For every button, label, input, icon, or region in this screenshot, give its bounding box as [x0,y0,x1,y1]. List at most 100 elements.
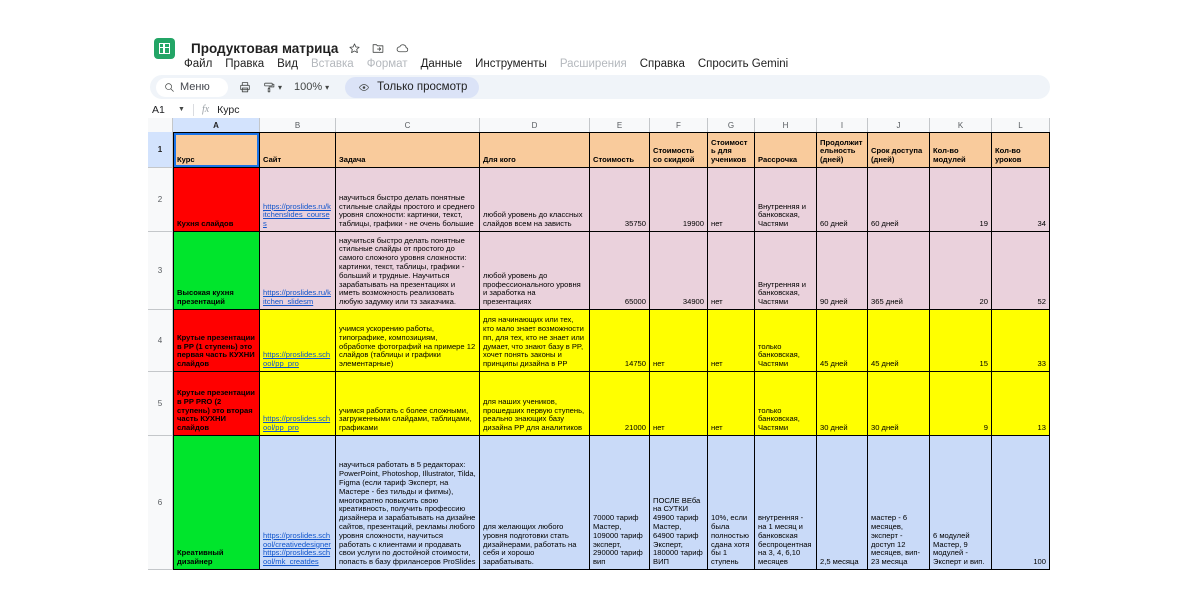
cell-b4[interactable]: https://proslides.school/pp_pro [260,310,336,372]
cell-l5[interactable]: 13 [992,372,1050,436]
cell-l3[interactable]: 52 [992,232,1050,310]
cell-a4[interactable]: Крутые презентации в PP (1 ступень) это … [173,310,260,372]
cell-c5[interactable]: учимся работать с более сложными, загруж… [336,372,480,436]
cell-c4[interactable]: учимся ускорению работы, типографике, ко… [336,310,480,372]
row-header-6[interactable]: 6 [148,436,173,570]
sheets-logo-icon[interactable] [154,37,175,59]
column-header-b[interactable]: B [260,118,336,132]
menu-data[interactable]: Данные [420,58,463,70]
cell-h4[interactable]: только банковская, Частями [755,310,817,372]
cell-g5[interactable]: нет [708,372,755,436]
cell-j4[interactable]: 45 дней [868,310,930,372]
move-folder-icon[interactable] [371,42,385,55]
star-icon[interactable] [348,42,361,55]
cell-g6[interactable]: 10%, если была полностью сдана хотя бы 1… [708,436,755,570]
cell-c1[interactable]: Задача [336,132,480,168]
cell-l1[interactable]: Кол-во уроков [992,132,1050,168]
cell-j6[interactable]: мастер - 6 месяцев, эксперт - доступ 12 … [868,436,930,570]
cell-j5[interactable]: 30 дней [868,372,930,436]
cell-link[interactable]: https://proslides.school/pp_pro [263,414,331,433]
cell-g1[interactable]: Стоимость для учеников [708,132,755,168]
cell-link[interactable]: https://proslides.ru/kitchen_slidesm [263,288,331,307]
cell-e6[interactable]: 70000 тариф Мастер, 109000 тариф эксперт… [590,436,650,570]
row-header-1[interactable]: 1 [148,132,173,168]
column-header-d[interactable]: D [480,118,590,132]
cell-link[interactable]: https://proslides.school/creativedesigne… [263,530,331,549]
column-header-e[interactable]: E [590,118,650,132]
cell-b6[interactable]: https://proslides.school/creativedesigne… [260,436,336,570]
menu-edit[interactable]: Правка [225,58,265,70]
formula-input[interactable]: Курс [217,103,240,116]
cell-d2[interactable]: любой уровень до классных слайдов всем н… [480,168,590,232]
select-all-corner[interactable] [148,118,173,132]
cell-i1[interactable]: Продолжительность (дней) [817,132,868,168]
menu-tools[interactable]: Инструменты [475,58,547,70]
cell-a3[interactable]: Высокая кухня презентаций [173,232,260,310]
chevron-down-icon[interactable]: ▼ [178,106,185,113]
cell-link[interactable]: https://proslides.school/mk_creatdes [263,548,331,567]
column-header-c[interactable]: C [336,118,480,132]
column-header-g[interactable]: G [708,118,755,132]
name-box[interactable]: A1 [152,103,165,116]
column-header-k[interactable]: K [930,118,992,132]
column-header-i[interactable]: I [817,118,868,132]
cell-l2[interactable]: 34 [992,168,1050,232]
cell-c3[interactable]: научиться быстро делать понятные стильны… [336,232,480,310]
cell-h1[interactable]: Рассрочка [755,132,817,168]
cell-d1[interactable]: Для кого [480,132,590,168]
cloud-saved-icon[interactable] [395,42,410,55]
cell-a1[interactable]: Курс [173,132,260,168]
cell-d6[interactable]: для желающих любого уровня подготовки ст… [480,436,590,570]
menu-file[interactable]: Файл [184,58,213,70]
cell-e3[interactable]: 65000 [590,232,650,310]
row-header-5[interactable]: 5 [148,372,173,436]
cell-f4[interactable]: нет [650,310,708,372]
cell-f3[interactable]: 34900 [650,232,708,310]
cell-k5[interactable]: 9 [930,372,992,436]
cell-e5[interactable]: 21000 [590,372,650,436]
cell-b3[interactable]: https://proslides.ru/kitchen_slidesm [260,232,336,310]
cell-k4[interactable]: 15 [930,310,992,372]
cell-l6[interactable]: 100 [992,436,1050,570]
cell-d5[interactable]: для наших учеников, прошедших первую сту… [480,372,590,436]
cell-e2[interactable]: 35750 [590,168,650,232]
menu-view[interactable]: Вид [277,58,298,70]
cell-f5[interactable]: нет [650,372,708,436]
cell-a2[interactable]: Кухня слайдов [173,168,260,232]
cell-j3[interactable]: 365 дней [868,232,930,310]
view-only-button[interactable]: Только просмотр [345,76,480,98]
cell-j2[interactable]: 60 дней [868,168,930,232]
cell-f1[interactable]: Стоимость со скидкой [650,132,708,168]
cell-i5[interactable]: 30 дней [817,372,868,436]
cell-i4[interactable]: 45 дней [817,310,868,372]
cell-f2[interactable]: 19900 [650,168,708,232]
cell-k6[interactable]: 6 модулей Мастер, 9 модулей - Эксперт и … [930,436,992,570]
cell-k1[interactable]: Кол-во модулей [930,132,992,168]
menu-ask-gemini[interactable]: Спросить Gemini [697,58,789,70]
cell-link[interactable]: https://proslides.ru/kitchenslides_cours… [263,201,331,229]
column-header-l[interactable]: L [992,118,1050,132]
paint-format-button[interactable]: ▾ [262,81,282,94]
cell-a6[interactable]: Креативный дизайнер [173,436,260,570]
document-title[interactable]: Продуктовая матрица [191,40,339,56]
row-header-2[interactable]: 2 [148,168,173,232]
menu-help[interactable]: Справка [639,58,685,70]
column-header-a[interactable]: A [173,118,260,132]
cell-b1[interactable]: Сайт [260,132,336,168]
cell-k3[interactable]: 20 [930,232,992,310]
cell-b2[interactable]: https://proslides.ru/kitchenslides_cours… [260,168,336,232]
cell-l4[interactable]: 33 [992,310,1050,372]
column-header-j[interactable]: J [868,118,930,132]
cell-c2[interactable]: научиться быстро делать понятные стильны… [336,168,480,232]
cell-h2[interactable]: Внутренняя и банковская, Частями [755,168,817,232]
cell-g3[interactable]: нет [708,232,755,310]
cell-g4[interactable]: нет [708,310,755,372]
cell-g2[interactable]: нет [708,168,755,232]
cell-f6[interactable]: ПОСЛЕ ВЕба на СУТКИ 49900 тариф Мастер, … [650,436,708,570]
column-header-h[interactable]: H [755,118,817,132]
print-button[interactable] [238,81,252,94]
cell-h6[interactable]: внутренняя - на 1 месяц и банковская бес… [755,436,817,570]
cell-h3[interactable]: Внутренняя и банковская, Частями [755,232,817,310]
cell-b5[interactable]: https://proslides.school/pp_pro [260,372,336,436]
column-header-f[interactable]: F [650,118,708,132]
